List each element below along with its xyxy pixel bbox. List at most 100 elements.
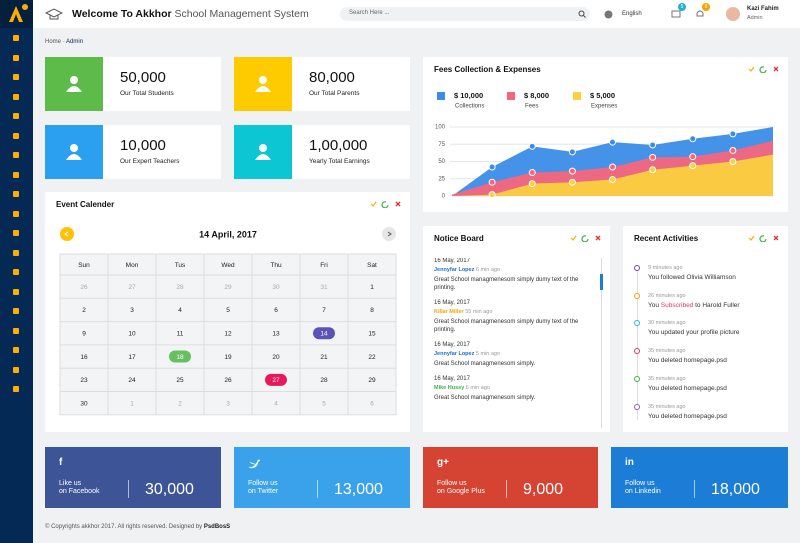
stat-icon [255,144,271,160]
timeline-dot [634,292,640,299]
footer-brand[interactable]: PsdBosS [203,524,231,530]
sidebar-icon[interactable] [11,228,21,238]
social-card[interactable]: g+ Follow us on Google Plus 9,000 [423,447,598,508]
sidebar-icon[interactable] [11,267,21,277]
social-card[interactable]: Follow us on Twitter 13,000 [234,447,410,508]
activity-time: 9 minutes ago [648,265,683,271]
sidebar-icon[interactable] [11,384,21,394]
prev-button[interactable] [60,227,74,241]
calendar-day[interactable]: 3 [130,307,134,314]
calendar-day[interactable]: 24 [128,377,136,384]
calendar-day[interactable]: 20 [272,354,280,361]
sidebar-icon-shape [13,54,19,61]
sidebar-icon[interactable] [11,306,21,316]
social-line2: on Twitter [248,488,279,495]
notice-author: Mike Hussy [434,385,465,391]
calendar-day[interactable]: 5 [226,307,230,314]
calendar-day[interactable]: 11 [177,330,184,337]
calendar-day[interactable]: 28 [320,377,328,384]
calendar-day[interactable]: 15 [368,330,376,337]
calendar-day[interactable]: 22 [368,354,376,361]
calendar-day[interactable]: 29 [224,284,232,291]
calendar-day[interactable]: 10 [128,330,136,337]
social-count: 13,000 [334,481,383,498]
sidebar-icon[interactable] [11,287,21,297]
y-tick-label: 50 [438,159,445,165]
calendar-day[interactable]: 2 [178,400,182,407]
calendar-day[interactable]: 4 [274,400,278,407]
user-name[interactable]: Kazi Fahim [747,6,779,12]
activity-time: 35 minutes ago [648,348,686,355]
calendar-day[interactable]: 17 [128,354,136,361]
calendar-day[interactable]: 31 [320,284,328,291]
calendar-day[interactable]: 1 [370,284,374,291]
panel: Event Calender 14 April, 2017 Sun Mon Tus Wed… [45,192,410,432]
calendar-day[interactable]: 26 [80,284,88,291]
calendar-day[interactable]: 4 [178,307,182,314]
sidebar-icon[interactable] [11,131,21,141]
calendar-day[interactable]: 30 [80,400,88,407]
sidebar-icon[interactable] [11,365,21,375]
stat-icon-body [255,154,271,160]
sidebar-icon[interactable] [11,345,21,355]
calendar-day[interactable]: 21 [320,354,328,361]
sidebar-icon[interactable] [11,72,21,82]
calendar-day[interactable]: 28 [176,284,184,291]
calendar-day[interactable]: 7 [322,307,326,314]
social-card[interactable]: f Like us on Facebook 30,000 [45,447,221,508]
calendar-day[interactable]: 3 [226,400,230,407]
breadcrumb-item[interactable]: Home [45,39,62,45]
bell-icon[interactable] [695,9,705,19]
calendar-day[interactable]: 6 [370,400,374,407]
calendar-day[interactable]: 2 [82,307,86,314]
sidebar-icon-shape [13,35,19,41]
sidebar-icon[interactable] [11,248,21,258]
calendar-day[interactable]: 5 [322,400,326,407]
language[interactable]: English [622,11,642,17]
search-box[interactable]: Search Here ... [340,7,590,21]
calendar-day[interactable]: 6 [274,307,278,314]
sidebar-icon[interactable] [11,33,21,43]
sidebar-icon[interactable] [11,111,21,121]
calendar-day[interactable]: 26 [224,377,232,384]
calendar-day[interactable]: 12 [224,330,232,337]
calendar-day[interactable]: 27 [272,377,280,384]
calendar-day[interactable]: 23 [80,377,88,384]
next-button[interactable] [382,227,396,241]
calendar-day[interactable]: 30 [272,284,280,291]
panel-controls [748,235,779,242]
calendar-day[interactable]: 13 [272,330,280,337]
panel: Fees Collection & Expenses $ 10,000 Collec… [423,57,788,212]
footer: © Copyrights akkhor 2017. All rights res… [45,524,230,530]
notice-date: 16 May, 2017 [434,258,470,264]
sidebar-icon[interactable] [11,170,21,180]
calendar-day[interactable]: 27 [128,284,136,291]
calendar-day[interactable]: 14 [320,330,328,337]
calendar-day[interactable]: 9 [82,330,86,337]
social-count: 18,000 [711,481,760,498]
calendar-day[interactable]: 8 [370,307,374,314]
calendar-day[interactable]: 29 [368,377,376,384]
calendar-day[interactable]: 19 [224,354,232,361]
calendar-day[interactable]: 16 [80,354,88,361]
sidebar-icon[interactable] [11,92,21,102]
sidebar-icon[interactable] [11,53,21,63]
avatar[interactable] [726,7,740,21]
message-icon[interactable] [671,9,681,19]
activity-highlight: Subscribed [660,301,694,309]
calendar-day[interactable]: 25 [176,377,184,384]
sidebar-icon[interactable] [11,326,21,336]
stat-label: Our Expert Teachers [120,158,180,165]
sidebar-icon[interactable] [11,209,21,219]
sidebar-icon[interactable] [11,150,21,160]
social-line1: Follow us [248,480,278,487]
calendar-day[interactable]: 18 [176,354,184,361]
point [689,135,697,143]
sidebar-icon[interactable] [11,189,21,199]
scroll-track [601,258,602,428]
fees-chart: $ 10,000 Collections $ 8,000 Fees $ 5,000 Exp… [435,91,773,200]
social-card[interactable]: in Follow us on Linkedin 18,000 [611,447,788,508]
scroll-thumb[interactable] [600,274,603,290]
calendar-day[interactable]: 1 [130,400,134,407]
social-divider [506,480,507,498]
